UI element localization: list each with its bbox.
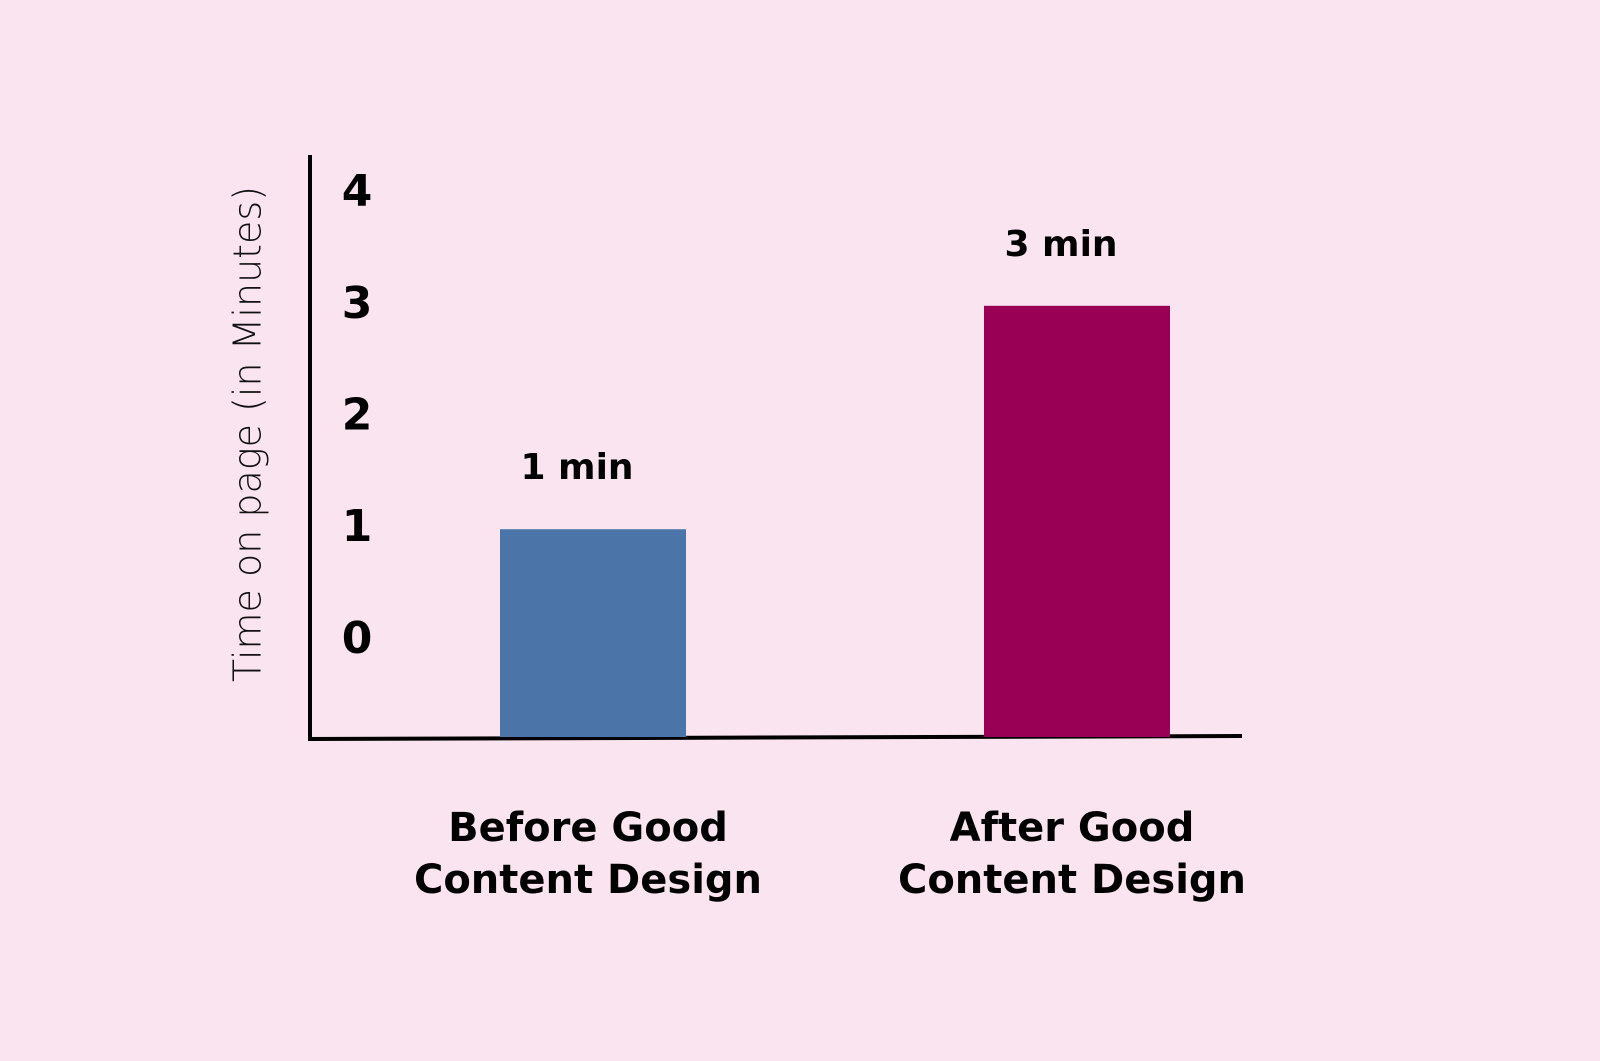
- y-tick-label: 1: [342, 501, 373, 552]
- y-tick-label: 0: [342, 613, 373, 664]
- bar: [984, 305, 1170, 737]
- y-tick-label: 3: [342, 278, 373, 329]
- y-axis-label: Time on page (in Minutes): [226, 186, 270, 682]
- bar: [500, 529, 686, 737]
- value-label: 3 min: [1004, 224, 1117, 265]
- x-tick-label: After Good Content Design: [897, 805, 1247, 903]
- x-tick-label: Before Good Content Design: [413, 805, 763, 903]
- y-tick-label: 4: [342, 166, 373, 217]
- y-tick-label: 2: [342, 390, 373, 441]
- value-label: 1 min: [520, 447, 633, 488]
